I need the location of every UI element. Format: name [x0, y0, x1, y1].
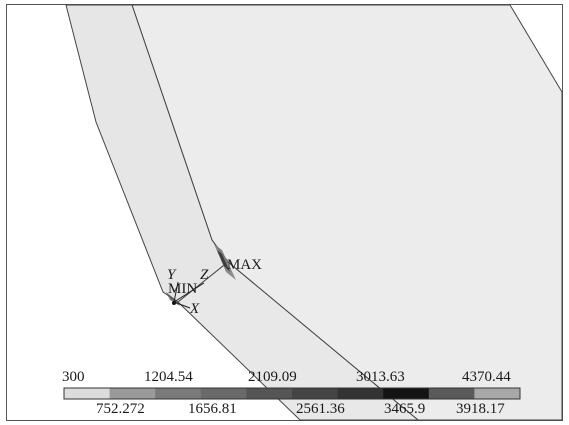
legend-tick-top-1: 1204.54 [144, 369, 193, 385]
legend-tick-top-2: 2109.09 [248, 369, 297, 385]
triad-z-label: Z [200, 267, 209, 283]
legend-segment-2 [155, 388, 202, 399]
legend-tick-bottom-3: 3465.9 [384, 401, 426, 417]
legend-tick-bottom-0: 752.272 [96, 401, 145, 417]
triad-y-label: Y [167, 267, 176, 283]
legend-bar-outline [63, 387, 521, 400]
min-marker-label: MIN [168, 281, 198, 297]
triad-origin [172, 301, 176, 305]
legend-segment-1 [109, 388, 156, 399]
max-hotspot-core [217, 250, 230, 272]
legend-tick-bottom-1: 1656.81 [188, 401, 237, 417]
legend-segment-7 [383, 388, 430, 399]
legend-tick-top-3: 3013.63 [356, 369, 405, 385]
triad-x-label: X [190, 301, 200, 317]
legend-segment-5 [292, 388, 339, 399]
legend-tick-top-0: 300 [62, 369, 85, 385]
legend-tick-top-4: 4370.44 [462, 369, 511, 385]
legend-segment-8 [428, 388, 475, 399]
strip-lower [177, 261, 420, 421]
legend-segment-4 [246, 388, 293, 399]
legend-color-bar [64, 388, 521, 399]
legend-tick-bottom-4: 3918.17 [456, 401, 505, 417]
legend-segment-9 [474, 388, 521, 399]
triad-z-axis [173, 282, 205, 303]
legend-segment-6 [337, 388, 384, 399]
legend-segment-0 [64, 388, 111, 399]
max-marker-label: MAX [227, 257, 263, 273]
legend-segment-3 [200, 388, 247, 399]
triad-y-axis [173, 281, 179, 303]
triad-x-axis [173, 301, 191, 309]
legend-tick-bottom-2: 2561.36 [296, 401, 345, 417]
